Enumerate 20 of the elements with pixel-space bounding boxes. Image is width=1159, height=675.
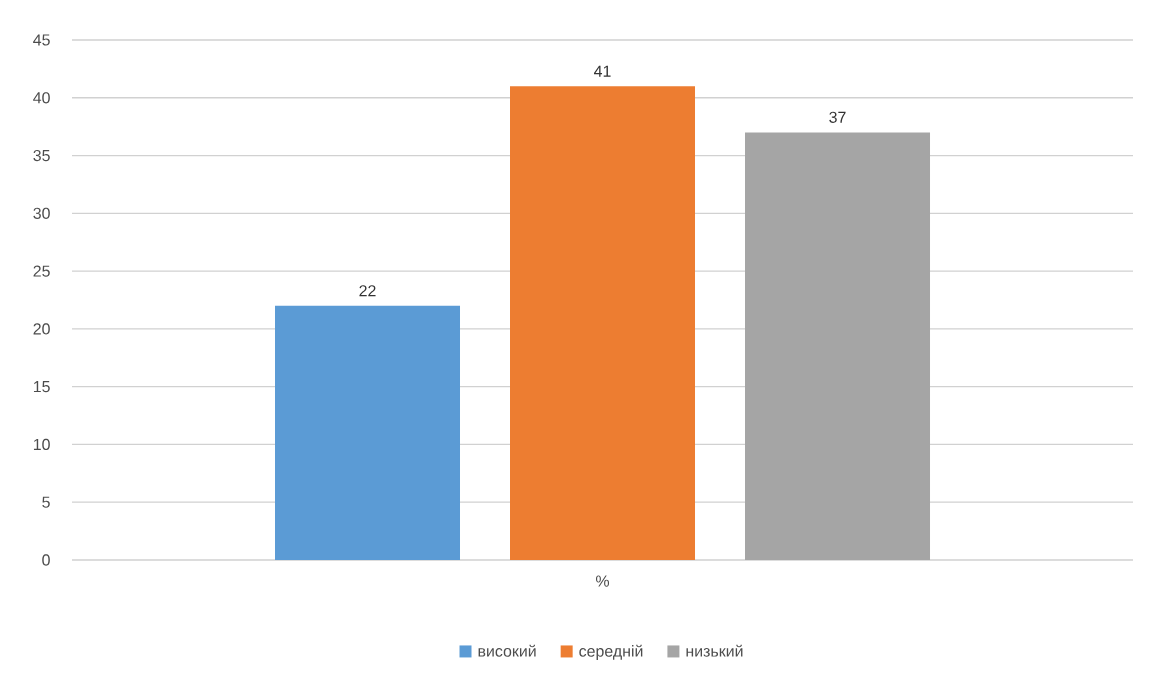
- legend-label: середній: [579, 644, 643, 660]
- y-tick-label: 0: [42, 554, 50, 566]
- y-tick-label: 5: [42, 496, 50, 508]
- y-tick-label: 20: [33, 323, 50, 335]
- x-tick-label: %: [595, 575, 610, 587]
- y-tick-label: 15: [33, 381, 50, 393]
- legend-label: високий: [478, 644, 536, 657]
- y-tick-label: 10: [33, 438, 50, 451]
- bar: [745, 132, 931, 560]
- data-label: 41: [594, 65, 611, 77]
- y-tick-label: 25: [33, 265, 50, 277]
- data-label: 37: [829, 111, 846, 123]
- y-tick-label: 40: [33, 92, 50, 104]
- y-tick-label: 45: [33, 34, 50, 46]
- legend-label: низький: [686, 644, 743, 657]
- y-tick-label: 35: [33, 149, 50, 162]
- bar: [275, 305, 460, 560]
- data-label: 22: [359, 285, 376, 297]
- y-tick-label: 30: [33, 207, 50, 219]
- bar: [510, 86, 695, 560]
